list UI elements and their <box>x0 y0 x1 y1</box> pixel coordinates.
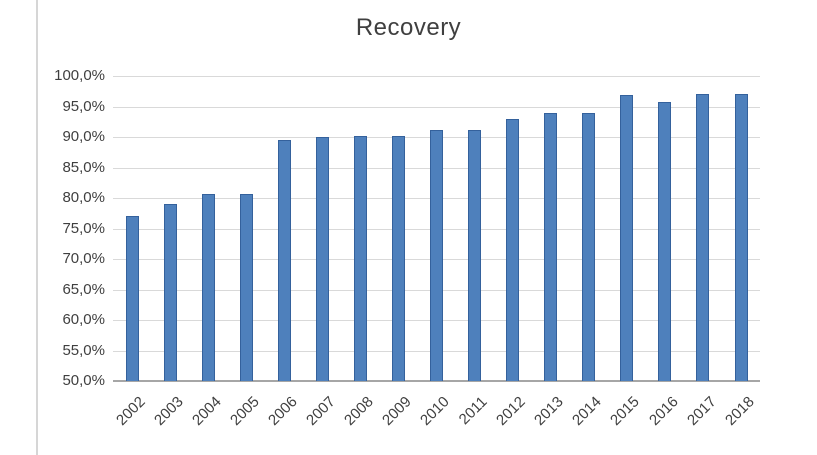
bar-2012 <box>506 119 520 381</box>
bar-2008 <box>353 135 367 381</box>
y-tick-label: 90,0% <box>62 128 105 145</box>
y-tick-label: 50,0% <box>62 372 105 389</box>
gridline <box>113 106 760 108</box>
x-tick-label: 2005 <box>226 393 263 429</box>
bar-2005 <box>239 193 253 381</box>
x-tick-label: 2006 <box>265 393 301 429</box>
y-tick-label: 85,0% <box>62 158 105 176</box>
x-tick-label: 2004 <box>188 393 225 429</box>
x-tick-label: 2011 <box>456 393 491 429</box>
x-tick-label: 2007 <box>303 393 339 429</box>
y-tick-label: 65,0% <box>62 280 105 298</box>
x-tick-label: 2014 <box>569 393 606 429</box>
x-tick-label: 2015 <box>607 393 644 429</box>
bar-2017 <box>696 93 710 381</box>
x-tick-label: 2018 <box>721 393 758 429</box>
bar-2006 <box>277 140 291 381</box>
x-tick-label: 2013 <box>531 393 568 429</box>
x-tick-label: 2012 <box>493 393 529 429</box>
x-tick-label: 2003 <box>150 393 187 429</box>
y-tick-label: 100,0% <box>54 67 105 84</box>
x-tick-label: 2016 <box>645 393 682 429</box>
bar-2002 <box>125 216 139 381</box>
bar-2014 <box>582 112 596 381</box>
page-left-border-line <box>36 0 38 455</box>
y-tick-label: 60,0% <box>62 311 105 328</box>
bar-2015 <box>620 94 634 381</box>
bar-2018 <box>734 93 748 381</box>
x-tick-label: 2017 <box>683 393 720 429</box>
bar-2013 <box>544 112 558 381</box>
bar-2007 <box>315 137 329 381</box>
y-tick-label: 95,0% <box>62 97 105 115</box>
bar-2009 <box>391 135 405 381</box>
y-tick-label: 80,0% <box>62 189 105 206</box>
chart-title: Recovery <box>355 14 462 41</box>
x-tick-label: 2009 <box>379 393 415 429</box>
bar-2010 <box>430 129 443 381</box>
x-tick-label: 2010 <box>417 393 453 429</box>
x-tick-label: 2008 <box>341 393 377 429</box>
y-tick-label: 70,0% <box>62 250 105 267</box>
x-tick-label: 2002 <box>112 393 149 429</box>
gridline <box>113 76 760 77</box>
bar-2016 <box>658 101 672 381</box>
y-tick-label: 55,0% <box>62 341 105 359</box>
bar-2011 <box>468 129 482 381</box>
x-axis-line <box>113 380 760 382</box>
bar-2004 <box>201 193 215 381</box>
bar-2003 <box>163 204 177 381</box>
y-tick-label: 75,0% <box>62 219 105 237</box>
